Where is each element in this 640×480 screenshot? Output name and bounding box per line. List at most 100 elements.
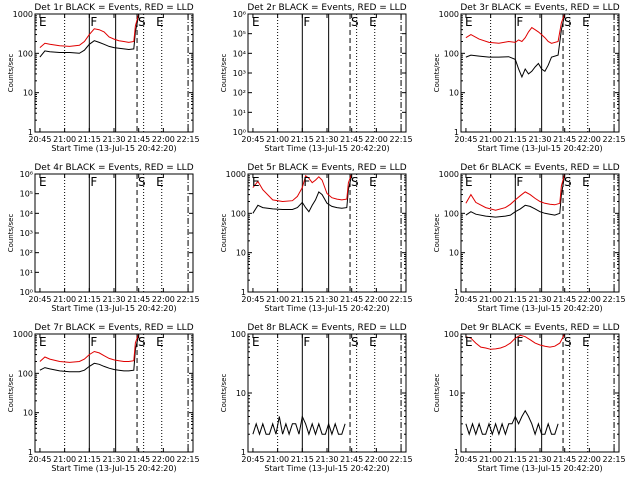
- x-axis-label: Start Time (13-Jul-15 20:42:20): [51, 144, 176, 153]
- x-tick-label: 21:30: [528, 135, 551, 144]
- marker-label-e: E: [252, 15, 260, 29]
- y-tick-label: 1: [454, 448, 459, 457]
- x-tick-label: 21:15: [78, 135, 101, 144]
- x-tick-label: 20:45: [28, 295, 51, 304]
- x-tick-label: 21:00: [266, 455, 289, 464]
- x-tick-label: 21:45: [127, 135, 150, 144]
- x-tick-label: 21:30: [102, 135, 125, 144]
- y-axis-label: Counts/sec: [433, 54, 441, 93]
- panel-title: Det 8r BLACK = Events, RED = LLD: [247, 323, 406, 333]
- x-tick-label: 22:15: [603, 455, 626, 464]
- marker-label-s: S: [138, 335, 146, 349]
- x-tick-label: 21:00: [479, 455, 502, 464]
- x-tick-label: 22:00: [365, 135, 388, 144]
- y-axis-label: Counts/sec: [7, 54, 15, 93]
- detector-panel-7: Det 7r BLACK = Events, RED = LLD Counts/s…: [7, 323, 200, 473]
- x-tick-label: 22:15: [177, 295, 200, 304]
- marker-label-e: E: [252, 335, 260, 349]
- marker-label-e: E: [252, 175, 260, 189]
- marker-label-f: F: [90, 175, 97, 189]
- y-tick-label: 1: [241, 448, 246, 457]
- x-axis-label: Start Time (13-Jul-15 20:42:20): [51, 304, 176, 313]
- panel-title: Det 5r BLACK = Events, RED = LLD: [247, 163, 406, 173]
- x-tick-label: 21:00: [53, 135, 76, 144]
- x-tick-label: 21:15: [504, 135, 527, 144]
- y-tick-label: 10⁴: [233, 49, 246, 58]
- marker-label-e2: E: [582, 335, 590, 349]
- series-line-lld: [252, 173, 353, 203]
- y-tick-label: 10¹: [233, 108, 246, 117]
- y-tick-label: 1: [454, 288, 459, 297]
- x-tick-label: 22:00: [365, 455, 388, 464]
- x-tick-label: 22:00: [152, 135, 175, 144]
- x-tick-label: 21:15: [78, 455, 101, 464]
- panel-title: Det 3r BLACK = Events, RED = LLD: [460, 3, 619, 13]
- y-axis-label: Counts/sec: [433, 214, 441, 253]
- y-tick-label: 10⁶: [233, 10, 246, 19]
- y-tick-label: 1000: [439, 170, 459, 179]
- marker-label-e2: E: [582, 15, 590, 29]
- x-tick-label: 21:00: [479, 295, 502, 304]
- y-tick-label: 1000: [226, 170, 246, 179]
- x-tick-label: 22:15: [177, 135, 200, 144]
- x-tick-label: 20:45: [454, 135, 477, 144]
- marker-label-e2: E: [156, 15, 164, 29]
- panel-title: Det 7r BLACK = Events, RED = LLD: [34, 323, 193, 333]
- marker-label-f: F: [516, 335, 523, 349]
- panel-title: Det 1r BLACK = Events, RED = LLD: [34, 3, 193, 13]
- detector-panel-9: Det 9r BLACK = Events, RED = LLD Counts/s…: [433, 323, 626, 473]
- y-tick-label: 10: [449, 389, 459, 398]
- y-tick-label: 10⁵: [233, 30, 246, 39]
- plot-frame: [34, 173, 194, 293]
- y-tick-label: 10³: [233, 69, 246, 78]
- series-line-events: [39, 334, 140, 373]
- y-tick-label: 10⁵: [20, 190, 33, 199]
- marker-label-f: F: [516, 15, 523, 29]
- marker-label-s: S: [564, 335, 572, 349]
- marker-label-e: E: [465, 15, 473, 29]
- marker-label-f: F: [303, 15, 310, 29]
- y-tick-label: 1: [28, 128, 33, 137]
- y-tick-label: 100: [444, 330, 459, 339]
- series-line-lld: [465, 333, 566, 350]
- y-tick-label: 1000: [13, 330, 33, 339]
- x-tick-label: 21:15: [291, 295, 314, 304]
- y-tick-label: 10⁴: [20, 209, 33, 218]
- x-tick-label: 21:30: [102, 455, 125, 464]
- x-tick-label: 21:15: [504, 295, 527, 304]
- detector-panel-1: Det 1r BLACK = Events, RED = LLD Counts/s…: [7, 3, 200, 153]
- x-axis-label: Start Time (13-Jul-15 20:42:20): [477, 464, 602, 473]
- y-tick-label: 10⁰: [20, 288, 33, 297]
- series-line-events: [252, 414, 346, 436]
- x-tick-label: 22:00: [365, 295, 388, 304]
- x-tick-label: 20:45: [241, 295, 264, 304]
- marker-label-f: F: [303, 335, 310, 349]
- x-axis-label: Start Time (13-Jul-15 20:42:20): [477, 144, 602, 153]
- marker-label-f: F: [516, 175, 523, 189]
- marker-label-e: E: [39, 175, 47, 189]
- y-tick-label: 10⁶: [20, 170, 33, 179]
- series-line-lld: [39, 333, 140, 363]
- detector-panel-2: Det 2r BLACK = Events, RED = LLD Counts/s…: [220, 3, 413, 153]
- y-tick-label: 1000: [439, 10, 459, 19]
- panel-title: Det 9r BLACK = Events, RED = LLD: [460, 323, 619, 333]
- x-tick-label: 21:30: [528, 455, 551, 464]
- series-line-lld: [39, 13, 140, 48]
- x-tick-label: 21:30: [528, 295, 551, 304]
- y-tick-label: 1: [241, 288, 246, 297]
- x-tick-label: 22:15: [390, 135, 413, 144]
- plot-frame: [247, 173, 407, 293]
- x-tick-label: 22:00: [578, 135, 601, 144]
- x-axis-label: Start Time (13-Jul-15 20:42:20): [264, 144, 389, 153]
- y-tick-label: 100: [231, 209, 246, 218]
- marker-label-e2: E: [582, 175, 590, 189]
- y-tick-label: 100: [231, 330, 246, 339]
- plot-frame: [460, 173, 620, 293]
- x-tick-label: 20:45: [241, 455, 264, 464]
- marker-label-e: E: [39, 15, 47, 29]
- x-tick-label: 21:00: [266, 135, 289, 144]
- series-line-lld: [465, 13, 566, 44]
- y-tick-label: 10: [236, 389, 246, 398]
- y-tick-label: 10: [449, 89, 459, 98]
- y-tick-label: 10: [23, 89, 33, 98]
